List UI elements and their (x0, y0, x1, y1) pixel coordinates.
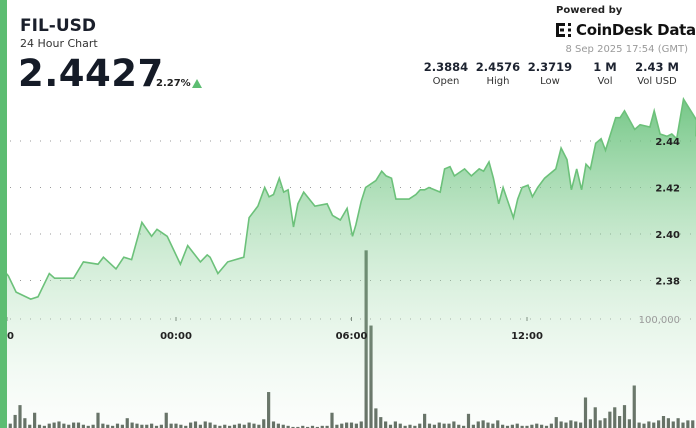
stat-label: Vol USD (637, 76, 677, 87)
pair-title: FIL-USD (20, 16, 96, 36)
stat-label: High (486, 76, 510, 87)
price-area (0, 99, 696, 428)
stat-value: 2.3719 (527, 60, 573, 74)
powered-by: Powered by (556, 5, 623, 16)
accent-bar (0, 0, 7, 428)
timestamp: 8 Sep 2025 17:54 (GMT) (565, 44, 688, 55)
stat-low: 2.3719 Low (520, 60, 580, 87)
stat-label: Open (432, 76, 460, 87)
stat-value: 2.43 M (635, 60, 679, 74)
brand-name: CoinDesk Data (576, 21, 696, 39)
stat-vol: 1 M Vol (575, 60, 635, 87)
volume-tick-label: 100,000 (639, 315, 680, 326)
stat-value: 2.4576 (475, 60, 521, 74)
y-tick-label: 2.44 (655, 137, 680, 148)
coindesk-data-logo: CoinDesk Data (556, 21, 696, 39)
y-tick-label: 2.38 (655, 277, 680, 288)
stat-label: Low (540, 76, 560, 87)
stat-value: 1 M (593, 60, 617, 74)
x-tick-label: 12:00 (511, 331, 543, 342)
price-line (0, 96, 696, 300)
current-price: 2.4427 (18, 52, 164, 95)
chart-subtitle: 24 Hour Chart (20, 37, 98, 50)
axis-labels: 2.38 2.40 2.42 2.44 100,000 0 00:00 06:00 12:00 (7, 137, 680, 342)
x-tick-label: 00:00 (160, 331, 192, 342)
y-tick-label: 2.42 (655, 184, 680, 195)
stat-value: 2.3884 (423, 60, 469, 74)
coindesk-logo-icon (556, 23, 571, 37)
x-tick-label: 06:00 (336, 331, 368, 342)
stat-open: 2.3884 Open (416, 60, 476, 87)
x-tick-label: 0 (7, 331, 14, 342)
up-arrow-icon (192, 79, 202, 88)
price-change: 2.27% (156, 78, 191, 89)
stat-high: 2.4576 High (468, 60, 528, 87)
y-tick-label: 2.40 (655, 230, 680, 241)
stat-vol-usd: 2.43 M Vol USD (627, 60, 687, 87)
stat-label: Vol (597, 76, 613, 87)
